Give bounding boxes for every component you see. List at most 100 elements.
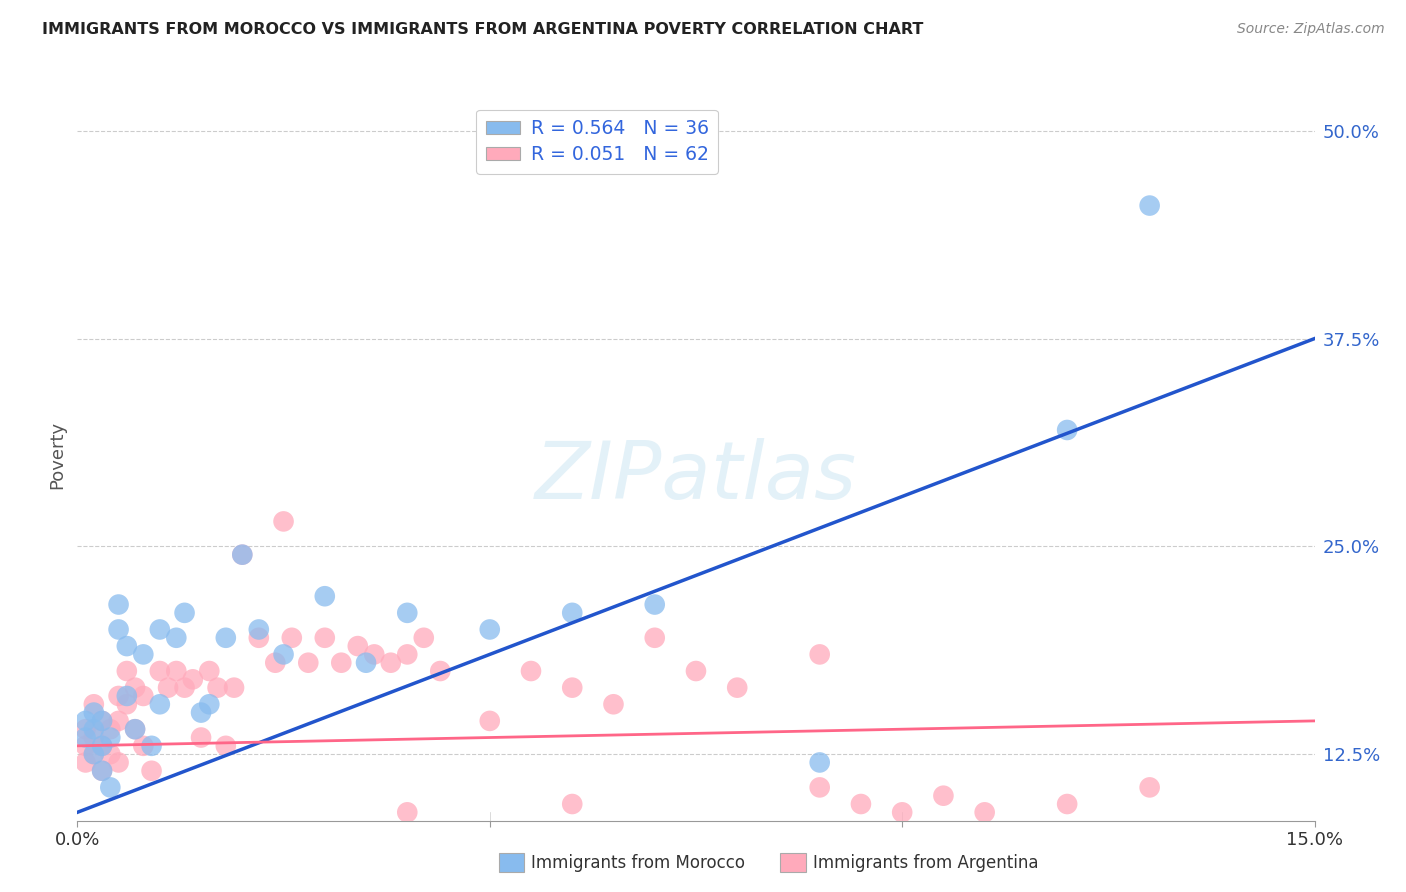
Point: [173, 606, 195, 620]
Point: [165, 664, 187, 678]
Point: [808, 756, 831, 770]
Point: [198, 664, 221, 678]
Point: [75, 739, 97, 753]
Point: [190, 731, 212, 745]
Point: [725, 681, 748, 695]
Point: [561, 681, 583, 695]
Text: Immigrants from Argentina: Immigrants from Argentina: [813, 854, 1038, 871]
Point: [520, 664, 543, 678]
Point: [91, 764, 114, 778]
Point: [107, 598, 129, 612]
Point: [91, 739, 114, 753]
Point: [98, 723, 121, 737]
Text: Immigrants from Morocco: Immigrants from Morocco: [531, 854, 745, 871]
Point: [91, 714, 114, 728]
Point: [115, 698, 138, 712]
Point: [107, 756, 129, 770]
Point: [107, 623, 129, 637]
Point: [98, 780, 121, 795]
Point: [91, 739, 114, 753]
Point: [1139, 780, 1161, 795]
Point: [173, 681, 195, 695]
Point: [247, 631, 270, 645]
Point: [215, 631, 238, 645]
Point: [602, 698, 624, 712]
Point: [107, 689, 129, 703]
Point: [354, 656, 377, 670]
Text: Source: ZipAtlas.com: Source: ZipAtlas.com: [1237, 22, 1385, 37]
Point: [215, 739, 238, 753]
Point: [396, 648, 419, 662]
Point: [115, 639, 138, 653]
Point: [198, 698, 221, 712]
Point: [91, 714, 114, 728]
Point: [363, 648, 385, 662]
Point: [314, 631, 336, 645]
Point: [297, 656, 319, 670]
Point: [396, 606, 419, 620]
Point: [141, 764, 163, 778]
Point: [973, 805, 995, 820]
Point: [107, 714, 129, 728]
Point: [346, 639, 368, 653]
Point: [91, 764, 114, 778]
Text: ZIPatlas: ZIPatlas: [534, 438, 858, 516]
Point: [429, 664, 451, 678]
Point: [380, 656, 402, 670]
Point: [98, 747, 121, 761]
Point: [478, 623, 501, 637]
Point: [141, 739, 163, 753]
Point: [157, 681, 180, 695]
Point: [808, 780, 831, 795]
Point: [396, 805, 419, 820]
Point: [808, 648, 831, 662]
Point: [273, 515, 295, 529]
Point: [891, 805, 914, 820]
Point: [190, 706, 212, 720]
Point: [75, 723, 97, 737]
Point: [124, 723, 146, 737]
Point: [132, 648, 155, 662]
Point: [412, 631, 434, 645]
Point: [149, 623, 172, 637]
Point: [181, 673, 204, 687]
Point: [281, 631, 304, 645]
Point: [83, 723, 105, 737]
Point: [247, 623, 270, 637]
Text: IMMIGRANTS FROM MOROCCO VS IMMIGRANTS FROM ARGENTINA POVERTY CORRELATION CHART: IMMIGRANTS FROM MOROCCO VS IMMIGRANTS FR…: [42, 22, 924, 37]
Y-axis label: Poverty: Poverty: [48, 421, 66, 489]
Point: [75, 714, 97, 728]
Point: [124, 723, 146, 737]
Point: [1056, 423, 1078, 437]
Point: [932, 789, 955, 803]
Point: [849, 797, 872, 811]
Point: [561, 797, 583, 811]
Point: [124, 681, 146, 695]
Point: [1056, 797, 1078, 811]
Point: [132, 739, 155, 753]
Point: [149, 664, 172, 678]
Point: [685, 664, 707, 678]
Point: [75, 756, 97, 770]
Point: [561, 606, 583, 620]
Point: [83, 747, 105, 761]
Point: [115, 664, 138, 678]
Point: [330, 656, 353, 670]
Point: [115, 689, 138, 703]
Point: [83, 698, 105, 712]
Point: [478, 714, 501, 728]
Point: [264, 656, 287, 670]
Point: [273, 648, 295, 662]
Point: [83, 747, 105, 761]
Point: [207, 681, 229, 695]
Point: [1139, 198, 1161, 212]
Point: [222, 681, 245, 695]
Point: [165, 631, 187, 645]
Point: [644, 598, 666, 612]
Point: [231, 548, 253, 562]
Point: [83, 731, 105, 745]
Point: [83, 706, 105, 720]
Point: [314, 589, 336, 603]
Point: [149, 698, 172, 712]
Point: [231, 548, 253, 562]
